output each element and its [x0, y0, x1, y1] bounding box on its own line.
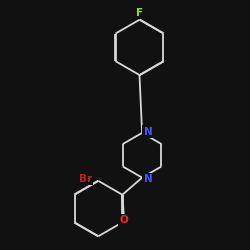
Text: N: N	[144, 126, 152, 136]
Text: O: O	[119, 215, 128, 225]
Text: F: F	[136, 8, 143, 18]
Text: Br: Br	[79, 174, 92, 184]
Text: N: N	[144, 174, 152, 184]
